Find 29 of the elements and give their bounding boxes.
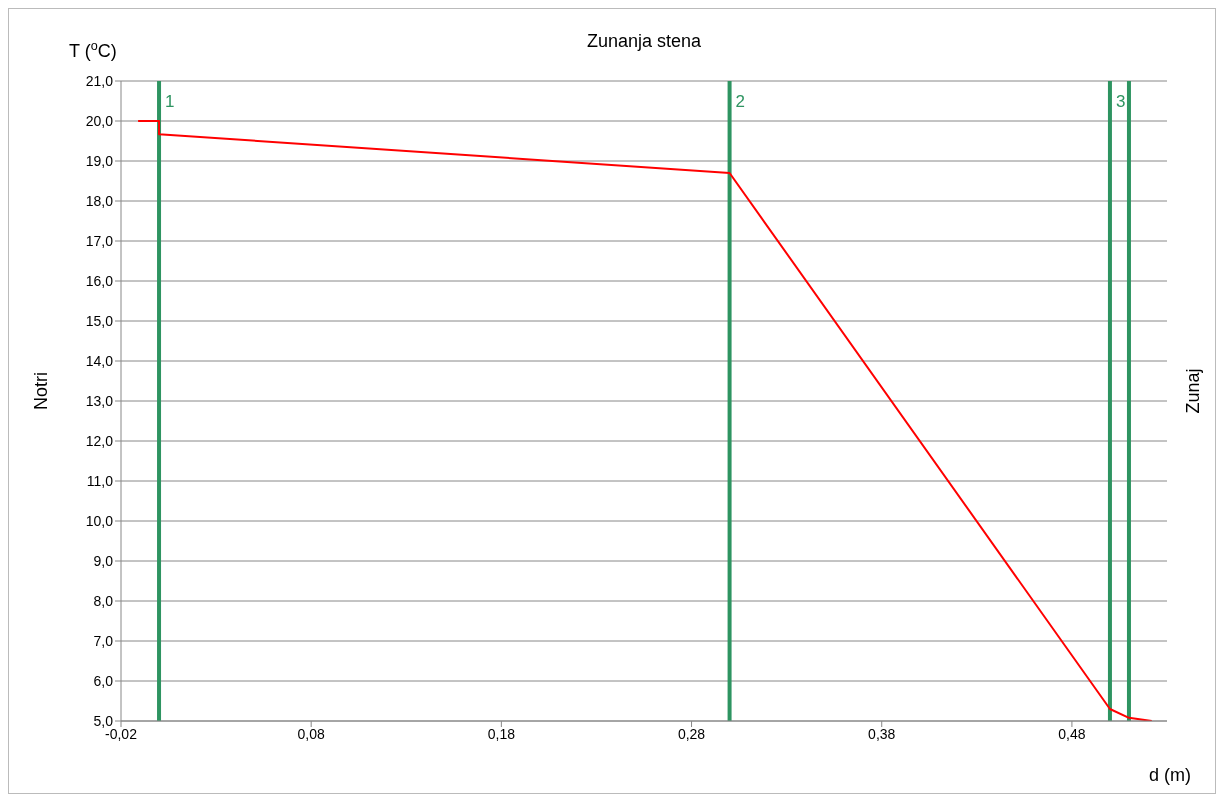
y-tick-label: 14,0 — [85, 352, 114, 369]
x-tick-label: 0,28 — [677, 725, 706, 742]
y-tick-label: 17,0 — [85, 232, 114, 249]
y-tick-label: 21,0 — [85, 72, 114, 89]
y-tick-label: 8,0 — [93, 592, 114, 609]
text: Notri — [31, 371, 51, 411]
annotation: 3 — [1115, 92, 1126, 111]
y-tick-label: 7,0 — [93, 632, 114, 649]
y-tick-label: 10,0 — [85, 512, 114, 529]
y-tick-label: 20,0 — [85, 112, 114, 129]
y-axis-title: T ($^{o}$C) — [69, 39, 117, 61]
x-tick-label: 0,18 — [487, 725, 516, 742]
x-tick-label: 0,48 — [1058, 725, 1086, 742]
annotation: 2 — [735, 92, 746, 111]
y-tick-label: 12,0 — [85, 432, 114, 449]
y-tick-label: 9,0 — [93, 552, 114, 569]
x-axis-title: d (m) — [1149, 765, 1191, 785]
x-tick-label: 0,38 — [868, 725, 896, 742]
y-tick-label: 15,0 — [85, 312, 114, 329]
y-tick-label: 6,0 — [93, 672, 114, 689]
x-tick-label: 0,08 — [297, 725, 326, 742]
annotation: 1 — [165, 92, 175, 111]
chart-title: Zunanja stena — [586, 31, 703, 51]
y-tick-label: 11,0 — [86, 472, 114, 489]
text: Zunaj — [1183, 368, 1203, 414]
y-tick-label: 13,0 — [85, 392, 114, 409]
y-tick-label: 19,0 — [85, 152, 114, 169]
y-tick-label: 16,0 — [85, 272, 114, 289]
y-tick-label: 18,0 — [85, 192, 114, 209]
